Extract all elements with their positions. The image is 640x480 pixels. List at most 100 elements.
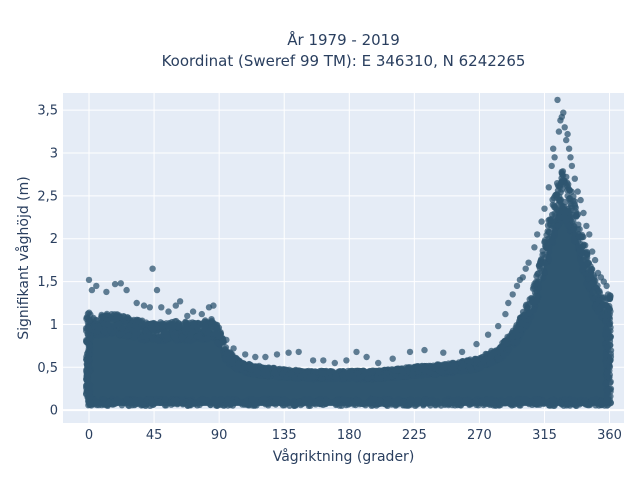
data-point xyxy=(210,302,217,309)
data-point xyxy=(414,396,422,404)
data-point xyxy=(509,291,516,298)
data-point xyxy=(562,206,569,214)
x-tick-label: 135 xyxy=(272,428,297,443)
data-point xyxy=(216,397,223,404)
data-point xyxy=(484,331,492,338)
data-point xyxy=(505,299,512,307)
data-point xyxy=(488,400,495,407)
data-point xyxy=(273,351,281,358)
data-point xyxy=(84,370,92,378)
data-point xyxy=(86,356,93,363)
data-point xyxy=(318,375,326,382)
data-point xyxy=(606,363,614,370)
data-point xyxy=(155,398,163,406)
y-tick-label: 1 xyxy=(50,318,58,333)
data-point xyxy=(162,396,169,403)
x-tick-label: 225 xyxy=(402,428,427,443)
data-point xyxy=(85,317,92,325)
data-point xyxy=(571,175,578,182)
data-point xyxy=(361,368,369,375)
data-point xyxy=(260,395,268,403)
data-point xyxy=(567,203,575,210)
data-point xyxy=(262,353,269,361)
data-point xyxy=(389,355,396,362)
data-point xyxy=(516,402,523,409)
data-point xyxy=(393,367,401,374)
data-point xyxy=(423,397,430,405)
data-point xyxy=(184,402,191,409)
data-point xyxy=(454,401,461,409)
data-point xyxy=(375,369,383,376)
data-point xyxy=(332,372,340,379)
data-point xyxy=(594,282,601,289)
y-tick-label: 3 xyxy=(50,147,58,162)
data-point xyxy=(551,228,558,236)
data-point xyxy=(602,317,609,325)
data-point xyxy=(377,397,384,405)
data-point xyxy=(84,310,92,317)
data-point xyxy=(113,311,121,318)
data-point xyxy=(184,312,191,320)
data-point xyxy=(279,370,286,377)
data-point xyxy=(526,309,533,317)
data-point xyxy=(513,339,520,346)
data-point xyxy=(366,400,373,407)
data-point xyxy=(496,402,503,409)
data-point xyxy=(607,353,615,360)
data-point xyxy=(471,355,479,363)
data-point xyxy=(554,222,562,229)
data-point xyxy=(514,396,521,404)
data-point xyxy=(458,348,466,356)
data-point xyxy=(553,191,561,198)
data-point xyxy=(171,334,179,341)
data-point xyxy=(559,168,567,175)
data-point xyxy=(244,402,252,409)
data-point xyxy=(573,212,580,219)
data-point xyxy=(149,265,156,272)
data-point xyxy=(418,365,426,373)
data-point xyxy=(467,366,475,373)
data-point xyxy=(550,402,557,409)
data-point xyxy=(480,358,487,366)
data-point xyxy=(450,361,457,368)
data-point xyxy=(495,322,502,330)
data-point xyxy=(567,154,574,161)
data-point xyxy=(189,308,197,315)
data-point xyxy=(570,218,577,225)
y-tick-label: 2,5 xyxy=(37,189,58,204)
data-point xyxy=(331,359,338,367)
data-point xyxy=(541,251,548,258)
data-point xyxy=(597,398,605,405)
data-point xyxy=(252,353,259,361)
data-point xyxy=(500,351,507,359)
data-point xyxy=(266,399,273,407)
data-point xyxy=(85,363,92,370)
x-tick-label: 90 xyxy=(211,428,228,443)
data-point xyxy=(102,401,110,409)
data-point xyxy=(440,349,447,356)
data-point xyxy=(255,369,262,377)
x-tick-label: 0 xyxy=(85,428,93,443)
data-point xyxy=(202,322,209,329)
data-point xyxy=(187,337,194,345)
data-point xyxy=(291,402,298,409)
data-point xyxy=(548,162,555,170)
data-point xyxy=(83,327,90,335)
data-point xyxy=(487,353,495,360)
data-point xyxy=(179,401,186,408)
data-point xyxy=(421,346,428,354)
data-point xyxy=(271,369,278,376)
data-point xyxy=(407,396,414,404)
data-point xyxy=(371,396,378,403)
chart-title-line-1: År 1979 - 2019 xyxy=(287,30,400,49)
data-point xyxy=(179,334,186,341)
data-point xyxy=(131,333,138,341)
data-point xyxy=(146,331,153,338)
data-point xyxy=(251,401,259,408)
data-point xyxy=(533,297,540,305)
data-point xyxy=(194,324,201,331)
data-point xyxy=(223,350,230,358)
data-point xyxy=(579,266,586,273)
data-point xyxy=(272,401,279,408)
